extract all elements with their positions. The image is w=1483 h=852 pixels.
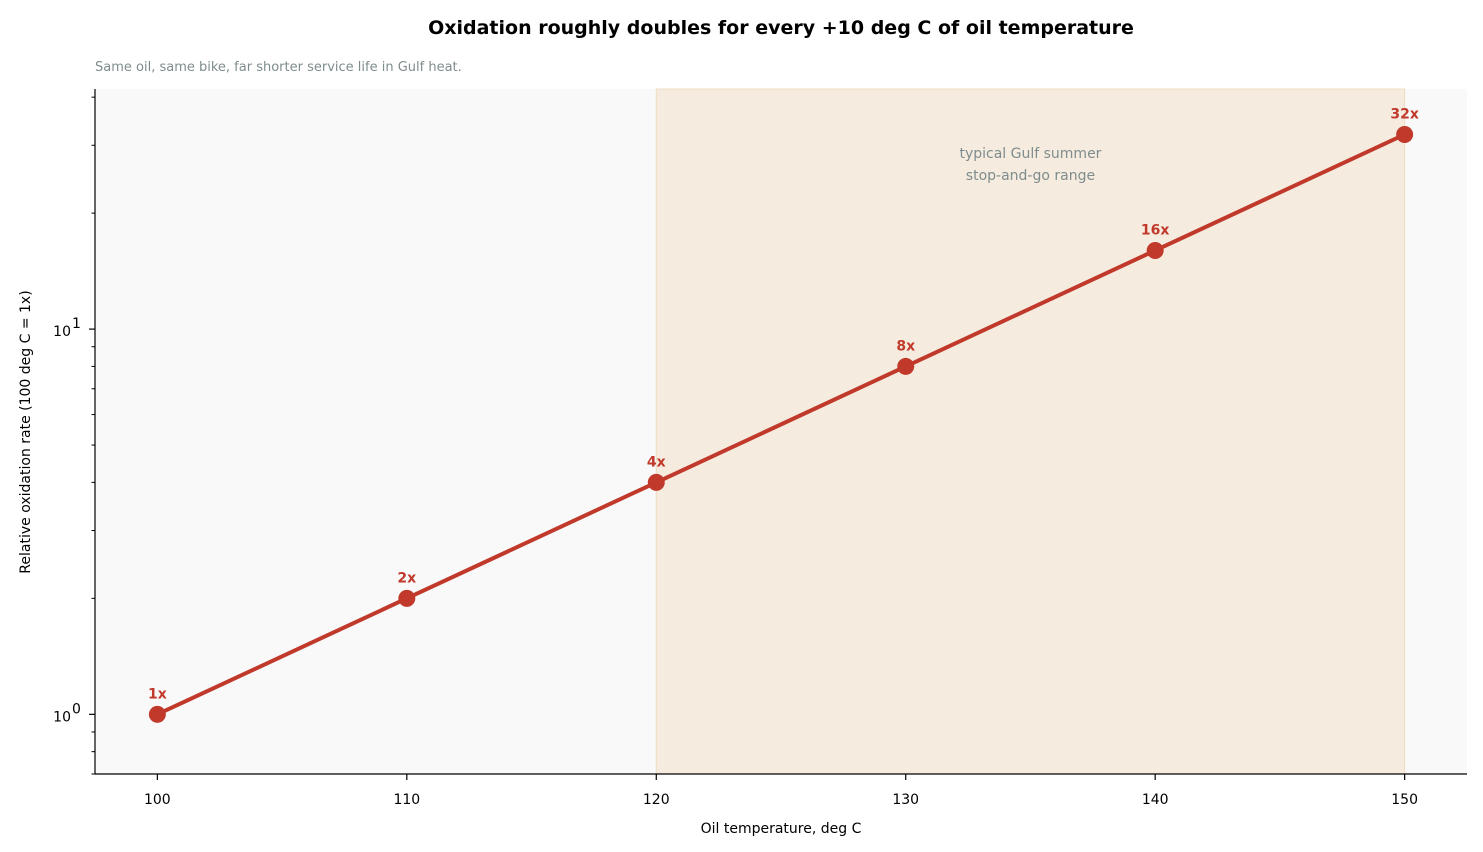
y-tick-exponent: 0	[72, 701, 81, 717]
x-tick-label: 140	[1142, 792, 1169, 808]
x-tick-label: 110	[393, 792, 420, 808]
series-line	[156, 132, 1406, 717]
data-label-110: 2x	[397, 570, 416, 586]
x-tick-label: 100	[144, 792, 171, 808]
y-tick-exponent: 1	[72, 316, 81, 332]
band-label-line-2: stop-and-go range	[966, 168, 1095, 184]
data-label-150: 32x	[1390, 106, 1419, 122]
data-label-120: 4x	[647, 454, 666, 470]
data-label-140: 16x	[1141, 222, 1170, 238]
y-axis-label: Relative oxidation rate (100 deg C = 1x)	[18, 290, 34, 573]
band-label-line-1: typical Gulf summer	[959, 146, 1101, 162]
data-label-100: 1x	[148, 686, 167, 702]
chart-subtitle: Same oil, same bike, far shorter service…	[95, 60, 462, 75]
y-tick-label: 10	[53, 709, 71, 725]
band-label: typical Gulf summer stop-and-go range	[959, 146, 1101, 184]
data-point-120	[647, 473, 665, 491]
x-tick-label: 150	[1391, 792, 1418, 808]
data-label-130: 8x	[896, 338, 915, 354]
data-point-100	[148, 705, 166, 723]
data-point-140	[1146, 241, 1164, 259]
x-tick-label: 120	[643, 792, 670, 808]
y-tick-label: 10	[53, 324, 71, 340]
chart-title: Oxidation roughly doubles for every +10 …	[428, 17, 1134, 39]
x-tick-label: 130	[892, 792, 919, 808]
data-point-110	[398, 589, 416, 607]
data-point-130	[897, 357, 915, 375]
data-point-150	[1396, 125, 1414, 143]
x-axis-label: Oil temperature, deg C	[701, 821, 862, 837]
shaded-band	[655, 88, 1406, 775]
